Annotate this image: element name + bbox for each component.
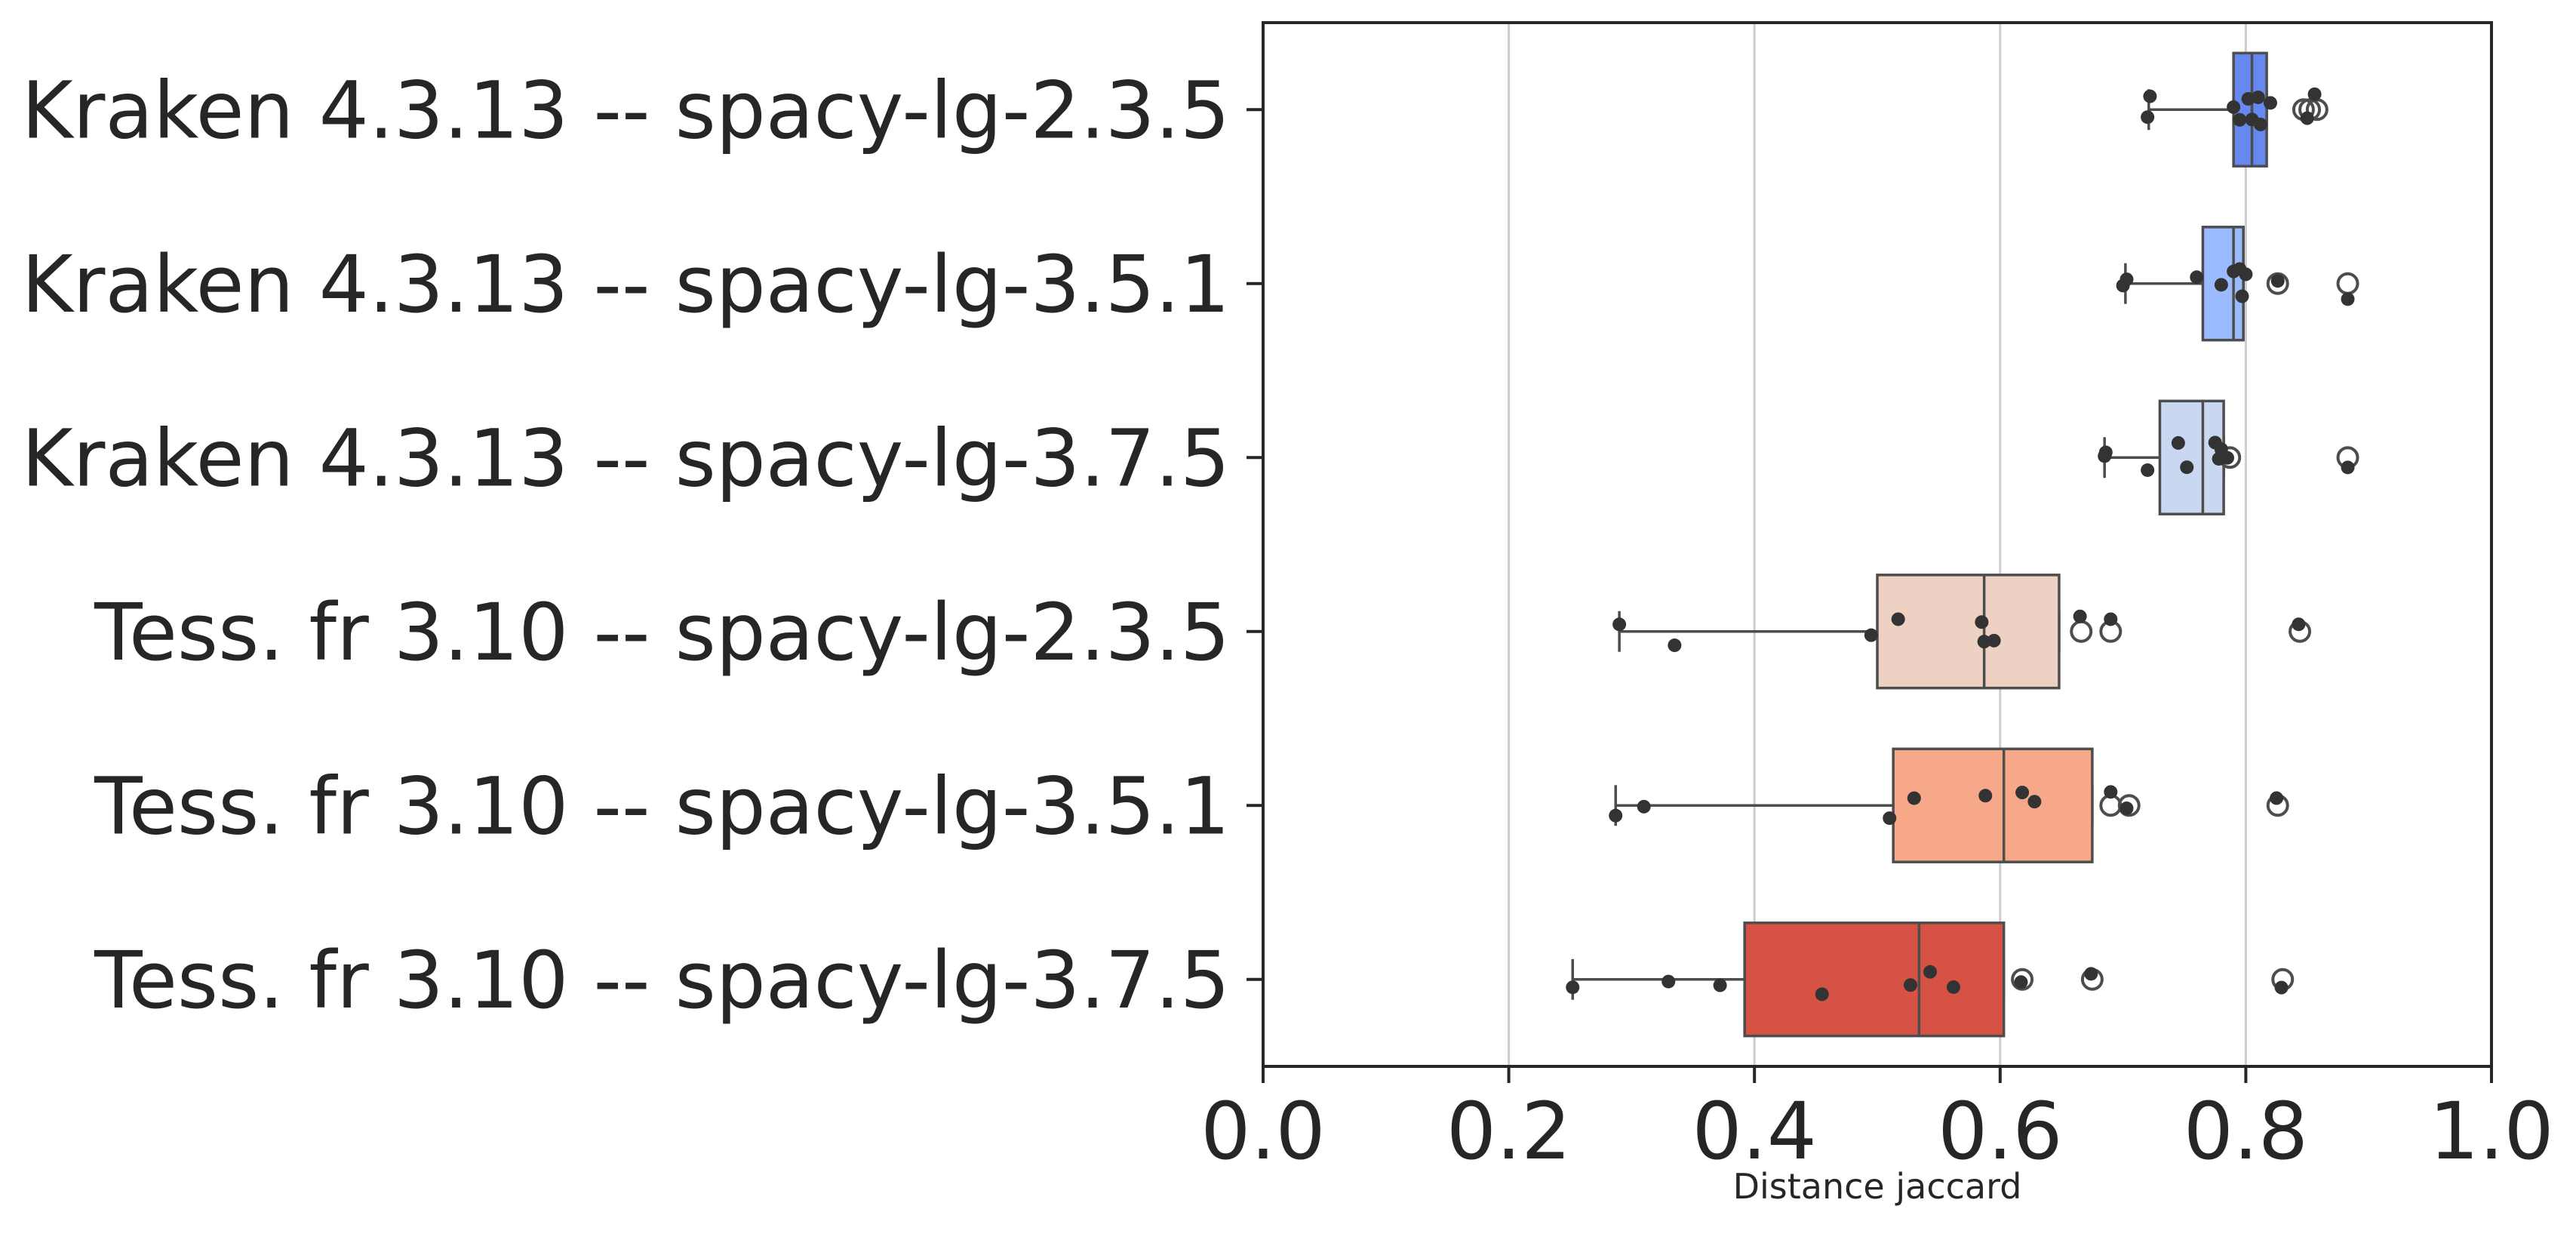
strip-point: [2263, 96, 2277, 110]
strip-point: [2233, 112, 2247, 127]
strip-point: [1907, 791, 1921, 805]
strip-point: [1661, 974, 1676, 989]
strip-point: [1815, 987, 1829, 1001]
strip-point: [2104, 785, 2118, 799]
strip-point: [1978, 789, 1993, 803]
strip-point: [2027, 795, 2042, 809]
strip-point: [2253, 117, 2267, 131]
box: [1743, 921, 2006, 1038]
strip-point: [2141, 463, 2155, 477]
x-tick-label: 0.8: [2184, 1085, 2308, 1177]
strip-point: [1637, 799, 1651, 814]
strip-points: [1566, 87, 2355, 1001]
strip-point: [2227, 100, 2241, 114]
strip-point: [1987, 633, 2001, 648]
category-label: Kraken 4.3.13 -- spacy-lg-2.3.5: [21, 64, 1230, 156]
strip-point: [1975, 615, 1989, 629]
strip-point: [2015, 786, 2030, 800]
x-tick-label: 0.2: [1446, 1085, 1571, 1177]
strip-point: [2120, 272, 2134, 287]
strip-point: [1883, 811, 1897, 826]
strip-point: [2341, 460, 2355, 475]
strip-point: [2274, 980, 2289, 995]
box: [1876, 574, 2061, 690]
strip-point: [1923, 964, 1938, 979]
strip-point: [2307, 87, 2322, 101]
outlier-marker: [2070, 620, 2093, 643]
strip-point: [2190, 270, 2204, 285]
strip-point: [2235, 289, 2249, 303]
strip-point: [2220, 451, 2234, 465]
x-tick-label: 0.0: [1200, 1085, 1325, 1177]
strip-point: [2251, 90, 2265, 104]
strip-point: [1946, 980, 1960, 994]
strip-point: [2073, 609, 2087, 623]
outlier-marker: [2011, 968, 2034, 991]
strip-point: [1668, 638, 1682, 653]
x-tick-label: 0.4: [1692, 1085, 1816, 1177]
outlier-marker: [2336, 272, 2359, 295]
strip-point: [2171, 435, 2185, 450]
strip-point: [1612, 617, 1627, 632]
strip-point: [2141, 110, 2155, 125]
strip-point: [2143, 89, 2157, 103]
category-label: Tess. fr 3.10 -- spacy-lg-3.7.5: [94, 934, 1230, 1026]
x-tick-label: 0.6: [1938, 1085, 2062, 1177]
outlier-marker: [2266, 272, 2289, 295]
strip-point: [1713, 978, 1727, 992]
strip-point: [2120, 801, 2134, 816]
category-label: Tess. fr 3.10 -- spacy-lg-3.5.1: [94, 760, 1230, 852]
strip-point: [2098, 445, 2113, 460]
strip-point: [1609, 808, 1623, 823]
x-axis-ticks: 0.0 0.2 0.4 0.6 0.8 1.0: [1200, 1066, 2554, 1177]
strip-point: [2300, 111, 2314, 125]
x-tick-label: 1.0: [2429, 1085, 2553, 1177]
strip-point: [2084, 967, 2098, 981]
grid-lines: [1508, 23, 2247, 1066]
plot-frame: [1262, 21, 2493, 1068]
category-label: Kraken 4.3.13 -- spacy-lg-3.5.1: [21, 238, 1230, 331]
strip-point: [2214, 278, 2228, 292]
category-label: Tess. fr 3.10 -- spacy-lg-2.3.5: [94, 586, 1230, 678]
strip-point: [1891, 612, 1905, 626]
outlier-marker: [2117, 794, 2141, 817]
category-labels: Kraken 4.3.13 -- spacy-lg-2.3.5 Kraken 4.…: [21, 64, 1263, 1026]
x-axis-title: Distance jaccard: [1733, 1166, 2022, 1207]
strip-point: [1566, 980, 1580, 995]
strip-point: [2104, 612, 2118, 626]
strip-point: [1903, 978, 1917, 992]
strip-point: [2180, 460, 2194, 475]
strip-point: [2014, 975, 2028, 989]
strip-point: [2292, 617, 2306, 632]
category-label: Kraken 4.3.13 -- spacy-lg-3.7.5: [21, 412, 1230, 504]
strip-point: [2341, 292, 2355, 306]
strip-point: [2270, 791, 2284, 805]
box-series: [1571, 51, 2359, 1038]
strip-point: [2239, 267, 2253, 282]
strip-point: [1977, 635, 1991, 649]
strip-point: [2270, 274, 2285, 288]
strip-point: [1864, 628, 1878, 642]
box: [1892, 747, 2094, 863]
